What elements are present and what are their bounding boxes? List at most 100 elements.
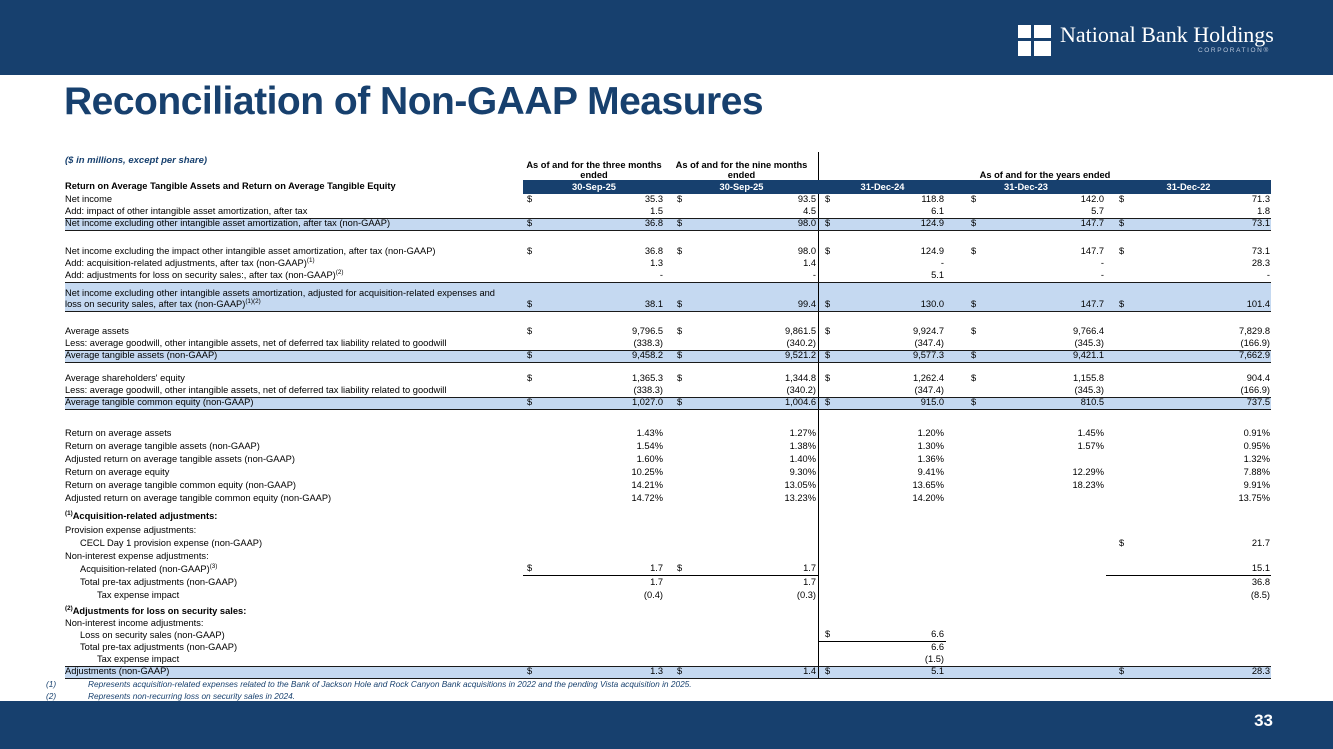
logo-text: National Bank Holdings CORPORATION® — [1060, 23, 1274, 55]
cell — [1106, 363, 1271, 373]
dollar-sign: $ — [825, 326, 831, 336]
column-header: 31-Dec-24 — [818, 180, 946, 194]
cell — [946, 410, 1106, 427]
footnote-text: Represents acquisition-related expenses … — [88, 679, 692, 689]
cell — [818, 312, 946, 326]
cell: $9,924.7 — [818, 326, 946, 338]
dollar-sign: $ — [825, 350, 831, 360]
cell-value: 6.6 — [931, 642, 944, 652]
cell — [1106, 410, 1271, 427]
dollar-sign: $ — [1119, 246, 1125, 256]
cell: 1.43% — [523, 427, 665, 440]
row-label: Net income excluding the impact other in… — [65, 246, 436, 256]
table-row: Acquisition-related (non-GAAP)(3) $1.7 $1.… — [65, 563, 1271, 576]
column-header: 31-Dec-23 — [946, 180, 1106, 194]
cell-value: 28.3 — [1251, 666, 1270, 676]
cell-value: 21.7 — [1251, 538, 1270, 548]
row-label: Adjustments (non-GAAP) — [65, 666, 170, 676]
cell-value: 124.9 — [920, 218, 944, 228]
cell: (345.3) — [946, 385, 1106, 397]
cell — [665, 231, 818, 246]
dollar-sign: $ — [971, 194, 977, 204]
cell: 13.65% — [818, 479, 946, 492]
dollar-sign: $ — [677, 246, 683, 256]
column-header: 30-Sep-25 — [523, 180, 665, 194]
cell — [946, 505, 1106, 523]
cell: 6.1 — [818, 206, 946, 218]
cell-value: 1.3 — [650, 666, 663, 676]
cell: - — [946, 258, 1106, 270]
cell: 1.7 — [665, 576, 818, 589]
table-row: Total pre-tax adjustments (non-GAAP) 1.7 1… — [65, 576, 1271, 589]
cell-value: 130.0 — [920, 299, 944, 309]
cell: $1.3 — [523, 666, 665, 678]
cell — [946, 667, 1106, 678]
dollar-sign: $ — [1119, 666, 1125, 676]
table-row: Less: average goodwill, other intangible… — [65, 338, 1271, 350]
cell-value: 5.1 — [931, 666, 944, 676]
cell: (1.5) — [818, 654, 946, 666]
cell: $1,004.6 — [665, 397, 818, 409]
cell — [665, 410, 818, 427]
cell: - — [946, 270, 1106, 282]
cell: 6.6 — [818, 642, 946, 654]
cell: - — [523, 270, 665, 282]
dollar-sign: $ — [825, 194, 831, 204]
cell-value: 915.0 — [920, 397, 944, 407]
cell: $35.3 — [523, 194, 665, 206]
cell-value: (1.5) — [924, 654, 944, 664]
cell: $147.7 — [946, 283, 1106, 311]
cell-value: (0.3) — [796, 590, 816, 600]
cell: 12.29% — [946, 466, 1106, 479]
dollar-sign: $ — [971, 246, 977, 256]
dollar-sign: $ — [527, 666, 533, 676]
dollar-sign: $ — [825, 666, 831, 676]
group-header-line: ended — [580, 170, 608, 180]
dollar-sign: $ — [677, 194, 683, 204]
cell: (340.2) — [665, 338, 818, 350]
cell-value: (338.3) — [633, 338, 663, 348]
cell — [1106, 505, 1271, 523]
cell-value: 36.8 — [1251, 577, 1270, 587]
cell-value: 7,662.9 — [1238, 350, 1270, 360]
cell — [818, 537, 946, 550]
cell-value: 9,924.7 — [912, 326, 944, 336]
table-row: Adjustments (non-GAAP) $1.3 $1.4 $5.1 $28.3 — [65, 666, 1271, 679]
cell-value: 1.45% — [1077, 428, 1104, 438]
cell: 1.40% — [665, 453, 818, 466]
table-row: Add: impact of other intangible asset am… — [65, 206, 1271, 218]
cell-value: 7,829.8 — [1238, 326, 1270, 336]
cell-value: - — [812, 270, 816, 280]
footer-bar — [0, 701, 1333, 749]
footnote-number: (2) — [46, 691, 57, 701]
cell — [818, 410, 946, 427]
table-spacer-row — [65, 231, 1271, 246]
cell: (338.3) — [523, 338, 665, 350]
cell: $1.7 — [523, 563, 665, 576]
cell-value: 35.3 — [644, 194, 663, 204]
column-group-years: As of and for the years ended — [818, 152, 1271, 180]
footnote-text: Represents non-recurring loss on securit… — [88, 691, 296, 701]
logo-subtitle: CORPORATION® — [1197, 47, 1270, 54]
cell-value: 142.0 — [1080, 194, 1104, 204]
group-header-line: As of and for the three months — [526, 160, 662, 170]
cell-value: (347.4) — [914, 385, 944, 395]
cell: 1.57% — [946, 440, 1106, 453]
row-label: Tax expense impact — [97, 654, 180, 664]
cell: $101.4 — [1106, 283, 1271, 311]
row-label — [65, 410, 523, 427]
row-label: Total pre-tax adjustments (non-GAAP) — [80, 577, 238, 587]
cell-value: 28.3 — [1251, 258, 1270, 268]
cell-value: 1.43% — [636, 428, 663, 438]
cell: $9,521.2 — [665, 350, 818, 362]
cell — [665, 654, 818, 666]
cell: $98.0 — [665, 218, 818, 230]
cell: $124.9 — [818, 218, 946, 230]
cell: (0.4) — [523, 589, 665, 602]
cell: $6.6 — [818, 629, 946, 642]
cell: $142.0 — [946, 194, 1106, 206]
cell: $9,577.3 — [818, 350, 946, 362]
dollar-sign: $ — [527, 194, 533, 204]
cell — [523, 550, 665, 563]
cell-value: 1.30% — [917, 441, 944, 451]
